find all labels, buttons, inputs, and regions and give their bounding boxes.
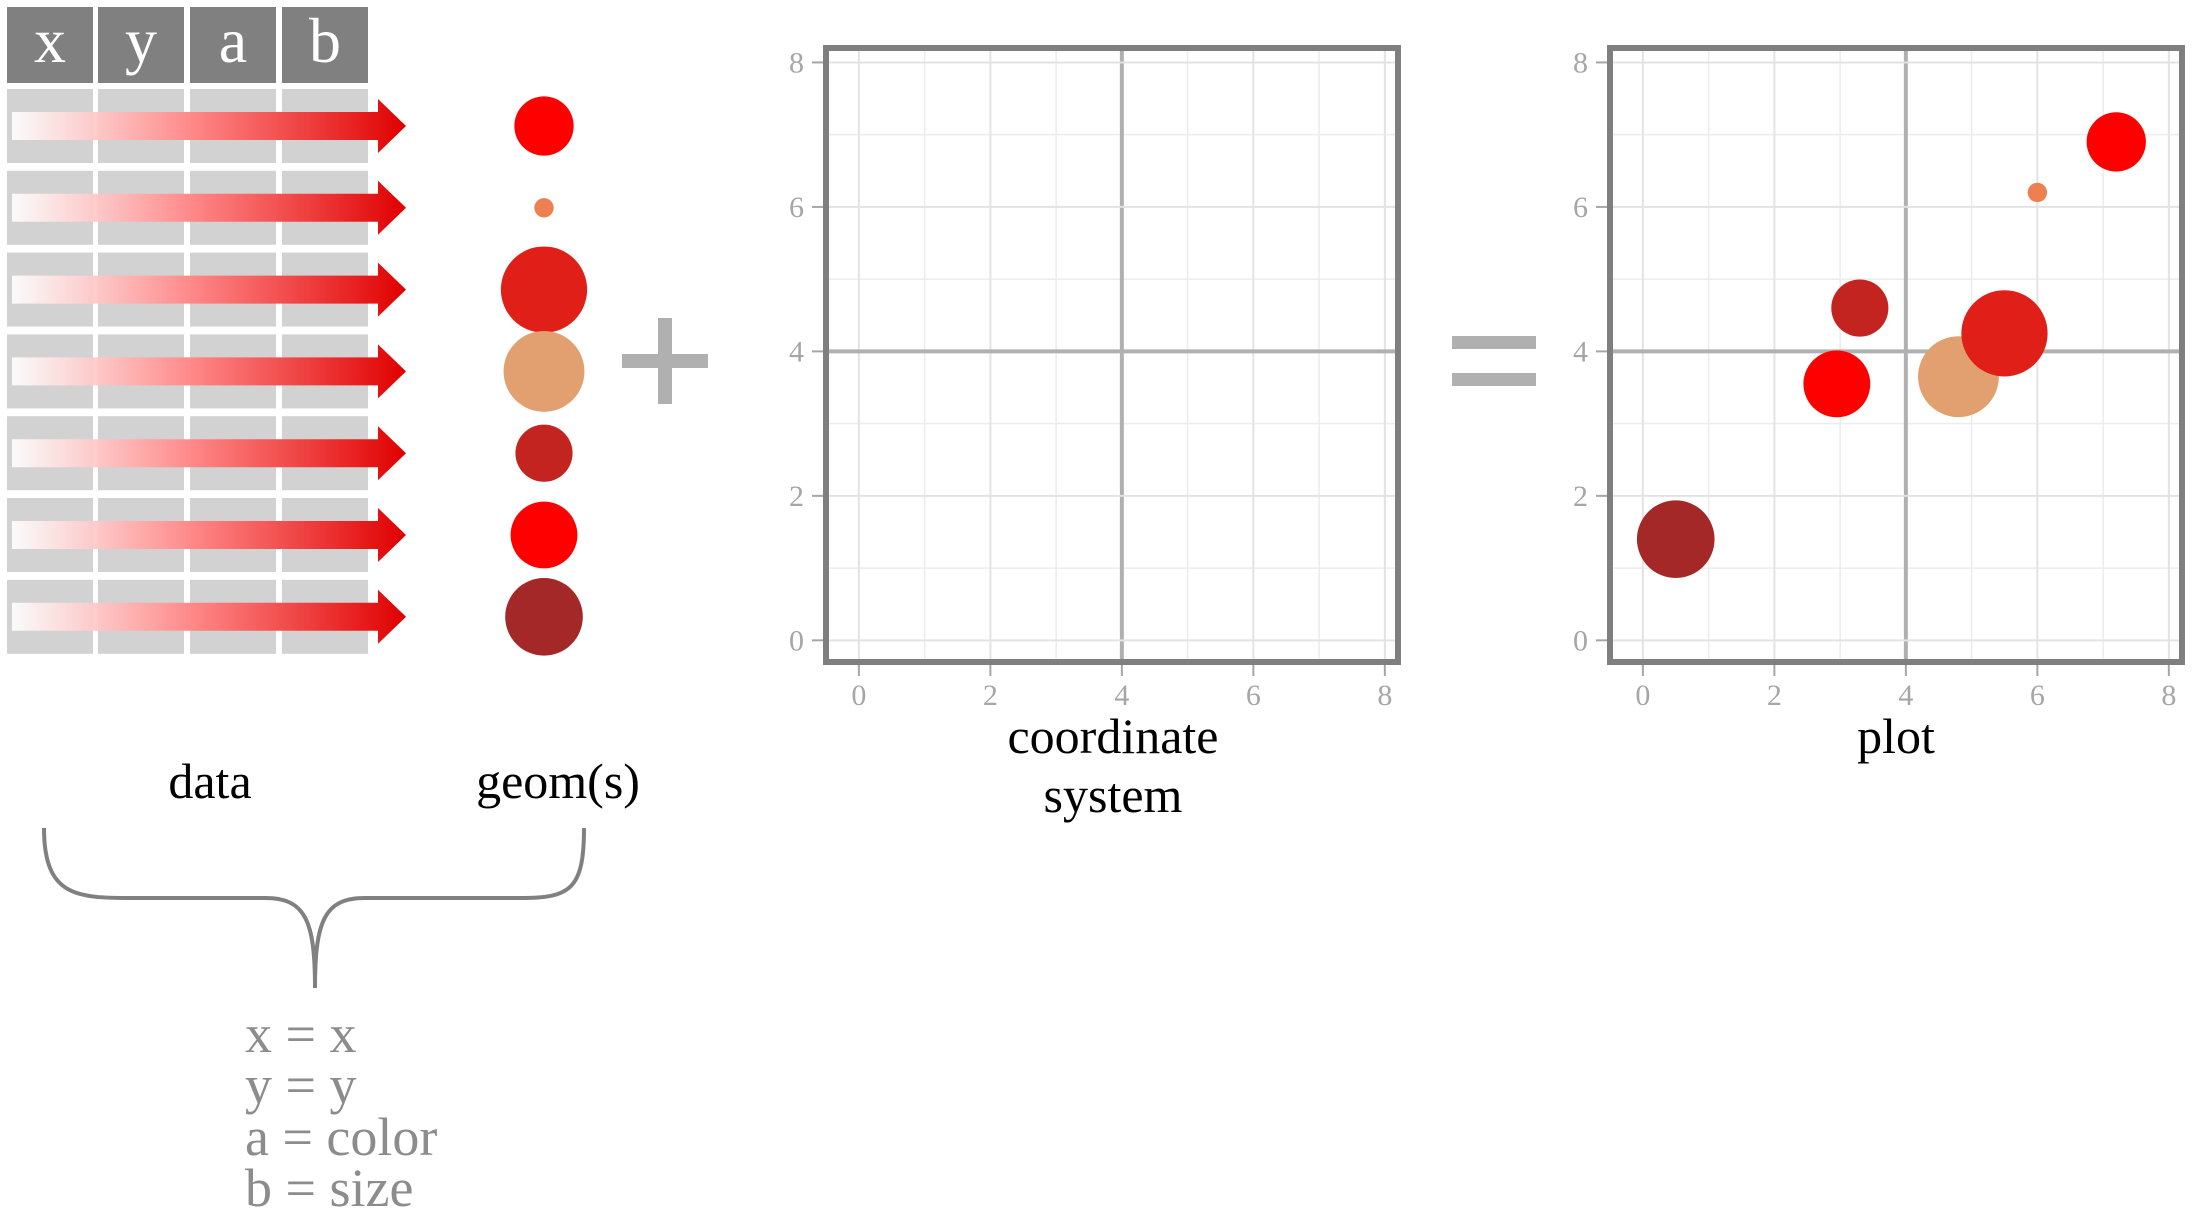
- row-arrow: [12, 180, 406, 235]
- geom-column: [500, 96, 588, 656]
- geom-point: [515, 424, 573, 482]
- table-header-cell: [98, 7, 184, 83]
- table-header-cell: [7, 7, 93, 83]
- geom-point: [510, 501, 578, 569]
- equals-operator: [1452, 336, 1536, 386]
- data-point: [2086, 112, 2146, 172]
- y-tick-label: 4: [789, 335, 804, 368]
- column-name: a: [219, 5, 247, 76]
- x-tick-label: 8: [1377, 679, 1392, 712]
- geom-point: [534, 198, 554, 218]
- y-tick-label: 6: [1573, 191, 1588, 224]
- table-header-cell: [190, 7, 276, 83]
- x-tick-label: 0: [1635, 679, 1650, 712]
- row-arrow: [12, 99, 406, 153]
- panel-border: [1607, 45, 2185, 665]
- coordinate-system-chart: 0 2 4 6 8 0 2 4 6 8: [789, 45, 1401, 712]
- geom-point: [500, 246, 588, 333]
- geoms-label: geom(s): [476, 753, 640, 809]
- y-tick-label: 4: [1573, 335, 1588, 368]
- mapping-line-a: a = color: [245, 1107, 437, 1167]
- row-arrows: [12, 99, 406, 644]
- data-point: [1803, 350, 1871, 418]
- y-tick-label: 2: [1573, 480, 1588, 513]
- y-tick-label: 8: [1573, 46, 1588, 79]
- row-arrow: [12, 344, 406, 399]
- mapping-line-y: y = y: [245, 1055, 356, 1115]
- row-arrow: [12, 262, 406, 317]
- y-tick-label: 2: [789, 480, 804, 513]
- x-tick-label: 4: [1114, 679, 1129, 712]
- panel-border: [823, 45, 1401, 665]
- data-label: data: [168, 753, 251, 809]
- plot-label: plot: [1857, 708, 1935, 764]
- x-tick-label: 2: [983, 679, 998, 712]
- column-name: y: [125, 5, 157, 76]
- aesthetic-mapping: x = x y = y a = color b = size: [245, 1004, 437, 1214]
- result-plot-chart: 0 2 4 6 8 0 2 4 6 8: [1573, 45, 2185, 712]
- mapping-line-b: b = size: [245, 1158, 413, 1214]
- row-arrow: [12, 589, 406, 644]
- y-tick-label: 6: [789, 191, 804, 224]
- geom-point: [505, 577, 583, 656]
- data-point: [1831, 279, 1889, 337]
- row-arrow: [12, 426, 406, 481]
- panel-background: [826, 48, 1398, 662]
- x-tick-label: 0: [851, 679, 866, 712]
- y-tick-label: 0: [1573, 624, 1588, 657]
- column-name: b: [309, 5, 341, 76]
- row-arrow: [12, 508, 406, 562]
- coordinate-system-label-line1: coordinate: [1007, 708, 1218, 764]
- y-tick-label: 8: [789, 46, 804, 79]
- data-point: [1636, 500, 1715, 579]
- x-tick-label: 4: [1898, 679, 1913, 712]
- curly-brace: [42, 827, 586, 989]
- coordinate-system-label-line2: system: [1044, 767, 1183, 823]
- mapping-line-x: x = x: [245, 1004, 356, 1064]
- y-tick-label: 0: [789, 624, 804, 657]
- x-tick-label: 2: [1767, 679, 1782, 712]
- table-header-cell: [282, 7, 368, 83]
- data-point: [1961, 290, 2048, 377]
- plus-operator: [622, 318, 708, 404]
- x-tick-label: 6: [1246, 679, 1261, 712]
- data-point: [2027, 182, 2048, 203]
- x-tick-label: 8: [2161, 679, 2176, 712]
- column-name: x: [34, 5, 66, 76]
- geom-point: [503, 330, 585, 412]
- geom-point: [514, 96, 574, 156]
- x-tick-label: 6: [2030, 679, 2045, 712]
